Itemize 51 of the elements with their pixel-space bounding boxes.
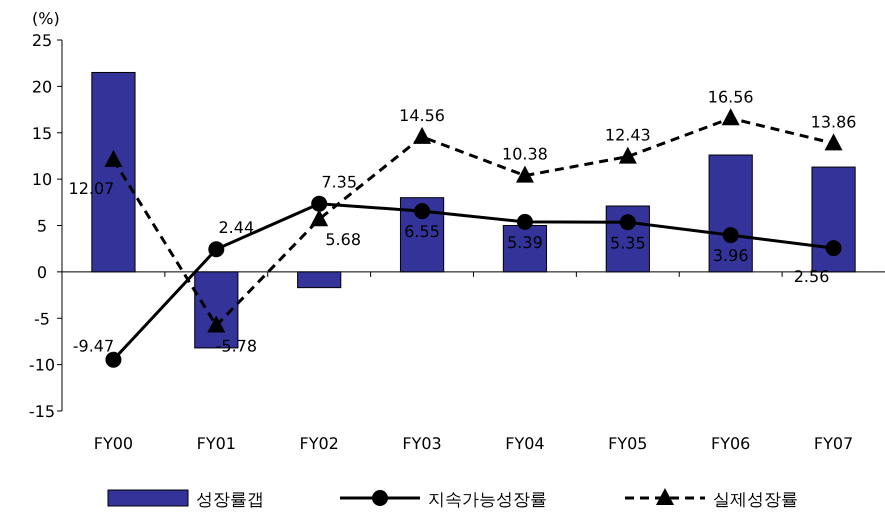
point	[824, 133, 843, 150]
y-tick-label: -5	[34, 309, 50, 328]
data-label: 5.35	[610, 233, 646, 252]
x-tick-label: FY04	[505, 434, 545, 453]
point	[208, 241, 224, 258]
data-label: -9.47	[72, 336, 114, 356]
point	[105, 352, 122, 368]
data-label: 3.96	[712, 246, 748, 266]
data-label: 12.07	[68, 178, 114, 198]
point	[826, 240, 842, 256]
data-label: 5.39	[507, 232, 543, 252]
x-tick-label: FY02	[300, 434, 339, 453]
y-tick-label: 0	[36, 262, 48, 282]
point	[722, 227, 739, 244]
x-tick-label: FY03	[402, 434, 442, 453]
data-label: 13.86	[810, 112, 856, 132]
data-label: 2.56	[794, 267, 830, 286]
point	[414, 203, 430, 220]
data-label: 5.68	[325, 230, 361, 250]
data-label: -5.78	[216, 336, 258, 356]
x-tick-label: FY00	[94, 434, 134, 453]
point	[516, 166, 534, 183]
x-tick-label: FY05	[608, 434, 648, 453]
point	[722, 108, 740, 126]
y-tick-label: 15	[32, 124, 52, 143]
legend-label: 실제성장률	[713, 490, 798, 510]
data-label: 6.55	[404, 222, 440, 242]
data-label: 12.43	[604, 126, 651, 145]
legend-label: 성장률갭	[196, 490, 264, 510]
point	[413, 126, 432, 144]
data-label: 10.38	[502, 144, 548, 164]
data-label: 2.44	[218, 218, 254, 238]
y-axis-title: (%)	[32, 9, 60, 28]
y-tick-label: 25	[32, 31, 52, 50]
y-tick-label: -10	[28, 356, 56, 375]
point	[104, 150, 122, 167]
point	[618, 146, 637, 164]
point	[620, 214, 636, 230]
data-label: 7.35	[321, 172, 357, 192]
data-label: 14.56	[399, 106, 445, 125]
y-tick-label: 20	[32, 77, 52, 96]
legend-label: 지속가능성장률	[428, 490, 547, 510]
y-tick-label: -15	[28, 402, 56, 421]
x-tick-label: FY07	[814, 434, 854, 453]
x-tick-label: FY06	[711, 434, 750, 453]
point	[516, 214, 533, 230]
x-tick-label: FY01	[196, 434, 236, 453]
data-label: 16.56	[708, 87, 754, 106]
point	[311, 196, 328, 212]
y-tick-label: 10	[32, 170, 52, 190]
y-tick-label: 5	[36, 216, 48, 236]
